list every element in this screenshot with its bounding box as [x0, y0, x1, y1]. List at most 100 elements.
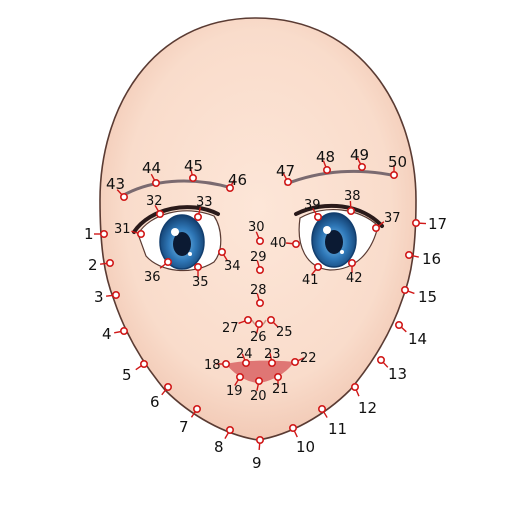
landmark-marker — [267, 358, 276, 367]
landmark-marker — [164, 382, 173, 391]
landmark-1: 1 — [84, 225, 109, 243]
landmark-marker — [290, 357, 299, 366]
landmark-23: 23 — [264, 347, 281, 367]
landmark-marker — [313, 213, 322, 222]
landmark-27: 27 — [222, 315, 253, 336]
landmark-label: 6 — [150, 393, 160, 411]
left-eye — [132, 205, 222, 272]
landmark-label: 45 — [184, 157, 203, 175]
landmark-label: 11 — [328, 420, 347, 438]
landmark-25: 25 — [266, 315, 293, 340]
landmark-19: 19 — [226, 372, 245, 399]
landmark-label: 22 — [300, 351, 317, 366]
landmark-47: 47 — [276, 162, 295, 187]
landmark-label: 17 — [428, 215, 447, 233]
landmark-marker — [313, 262, 322, 271]
landmark-marker — [120, 193, 129, 202]
landmark-marker — [106, 258, 115, 267]
landmark-29: 29 — [250, 250, 267, 274]
landmark-45: 45 — [184, 157, 203, 183]
landmark-label: 41 — [302, 273, 319, 288]
landmark-marker — [236, 372, 245, 381]
landmark-marker — [100, 230, 109, 239]
landmark-marker — [137, 230, 146, 239]
landmark-marker — [140, 359, 149, 368]
landmark-label: 50 — [388, 153, 407, 171]
landmark-marker — [346, 207, 355, 216]
landmark-marker — [194, 213, 203, 222]
landmark-21: 21 — [272, 372, 289, 397]
landmark-marker — [194, 262, 203, 271]
landmark-34: 34 — [218, 248, 241, 274]
landmark-label: 8 — [214, 438, 224, 456]
landmark-22: 22 — [290, 351, 317, 366]
landmark-label: 15 — [418, 288, 437, 306]
landmark-label: 4 — [102, 325, 112, 343]
landmark-label: 48 — [316, 148, 335, 166]
landmark-label: 23 — [264, 347, 281, 362]
landmark-label: 21 — [272, 382, 289, 397]
landmark-label: 25 — [276, 325, 293, 340]
landmark-label: 29 — [250, 250, 267, 265]
landmark-marker — [376, 355, 385, 364]
right-pupil — [325, 230, 343, 254]
landmark-label: 13 — [388, 365, 407, 383]
landmark-43: 43 — [106, 175, 129, 202]
landmark-5: 5 — [122, 359, 149, 384]
landmark-marker — [266, 315, 275, 324]
landmark-marker — [164, 257, 173, 266]
landmark-label: 33 — [196, 195, 213, 210]
landmark-label: 28 — [250, 283, 267, 298]
landmark-label: 18 — [204, 358, 221, 373]
landmark-label: 2 — [88, 256, 98, 274]
landmark-8: 8 — [214, 425, 235, 456]
landmark-marker — [242, 358, 251, 367]
landmark-label: 26 — [250, 330, 267, 345]
landmark-marker — [357, 163, 366, 172]
landmark-label: 49 — [350, 146, 369, 164]
landmark-38: 38 — [344, 189, 361, 216]
landmark-20: 20 — [250, 376, 267, 404]
landmark-label: 40 — [270, 236, 287, 251]
landmark-marker — [404, 251, 413, 260]
landmark-marker — [112, 290, 121, 299]
landmark-label: 14 — [408, 330, 427, 348]
landmark-label: 31 — [114, 222, 131, 237]
landmark-label: 32 — [146, 194, 163, 209]
landmark-28: 28 — [250, 283, 267, 307]
right-eyebrow — [284, 169, 398, 186]
landmark-41: 41 — [302, 262, 322, 288]
landmark-label: 1 — [84, 225, 94, 243]
landmark-label: 12 — [358, 399, 377, 417]
landmark-label: 43 — [106, 175, 125, 193]
landmark-44: 44 — [142, 159, 161, 188]
landmark-marker — [255, 265, 264, 274]
landmark-12: 12 — [350, 382, 377, 417]
landmark-marker — [389, 171, 398, 180]
landmark-9: 9 — [252, 435, 264, 472]
landmark-46: 46 — [226, 171, 247, 193]
landmark-16: 16 — [404, 250, 441, 268]
landmark-label: 5 — [122, 366, 132, 384]
landmark-31: 31 — [114, 222, 146, 239]
landmark-35: 35 — [192, 262, 209, 290]
landmark-label: 9 — [252, 454, 262, 472]
landmark-label: 46 — [228, 171, 247, 189]
landmark-marker — [322, 166, 331, 175]
landmark-42: 42 — [346, 258, 363, 286]
landmark-marker — [218, 248, 227, 257]
landmark-36: 36 — [144, 257, 173, 285]
landmark-label: 44 — [142, 159, 161, 177]
landmark-3: 3 — [94, 288, 121, 306]
landmark-label: 7 — [179, 418, 189, 436]
landmark-32: 32 — [146, 194, 165, 219]
landmark-label: 19 — [226, 384, 243, 399]
landmark-33: 33 — [194, 195, 213, 222]
landmark-label: 37 — [384, 211, 401, 226]
landmark-40: 40 — [270, 236, 300, 251]
landmark-39: 39 — [304, 198, 322, 222]
landmark-marker — [255, 319, 264, 328]
landmark-marker — [226, 425, 235, 434]
